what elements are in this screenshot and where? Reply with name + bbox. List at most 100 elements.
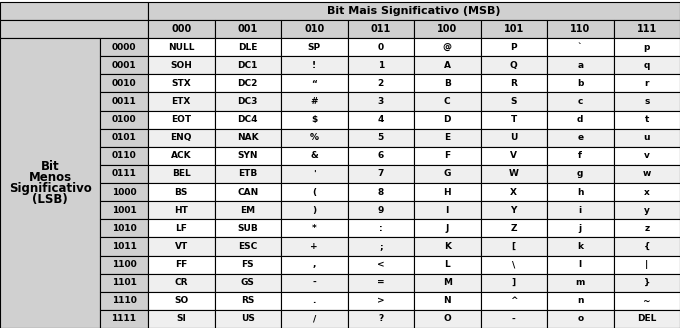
Bar (547, 274, 613, 292)
Text: 0110: 0110 (112, 151, 137, 160)
Bar (281, 38, 347, 56)
Text: V: V (510, 151, 517, 160)
Text: h: h (577, 188, 583, 196)
Bar (347, 292, 414, 310)
Bar (0, 2, 148, 20)
Text: w: w (643, 170, 651, 178)
Bar (347, 129, 414, 147)
Text: t: t (645, 115, 649, 124)
Bar (347, 20, 414, 38)
Bar (347, 74, 414, 92)
Text: 1011: 1011 (112, 242, 137, 251)
Bar (481, 201, 547, 219)
Text: 0: 0 (377, 43, 384, 51)
Text: US: US (241, 315, 255, 323)
Bar (547, 38, 613, 56)
Bar (547, 147, 613, 165)
Text: d: d (577, 115, 583, 124)
Text: C: C (444, 97, 451, 106)
Text: j: j (579, 224, 582, 233)
Bar (281, 256, 347, 274)
Bar (547, 310, 613, 328)
Text: v: v (644, 151, 649, 160)
Text: N: N (443, 296, 451, 305)
Text: Z: Z (511, 224, 517, 233)
Bar (214, 183, 281, 201)
Bar (148, 310, 214, 328)
Text: ,: , (313, 260, 316, 269)
Text: r: r (645, 79, 649, 88)
Bar (481, 111, 547, 129)
Bar (547, 129, 613, 147)
Bar (214, 147, 281, 165)
Text: DC3: DC3 (237, 97, 258, 106)
Bar (481, 256, 547, 274)
Text: S: S (511, 97, 517, 106)
Text: ESC: ESC (238, 242, 257, 251)
Text: P: P (511, 43, 517, 51)
Text: D: D (443, 115, 451, 124)
Text: !: ! (312, 61, 316, 70)
Text: 000: 000 (171, 24, 191, 34)
Text: :: : (379, 224, 383, 233)
Text: 7: 7 (377, 170, 384, 178)
Text: 1: 1 (377, 61, 384, 70)
Bar (481, 165, 547, 183)
Text: &: & (310, 151, 318, 160)
Bar (100, 111, 148, 129)
Bar (214, 38, 281, 56)
Bar (547, 183, 613, 201)
Bar (0, 38, 100, 328)
Text: 1111: 1111 (112, 315, 137, 323)
Bar (347, 237, 414, 256)
Text: 101: 101 (504, 24, 524, 34)
Text: ACK: ACK (171, 151, 192, 160)
Bar (148, 274, 214, 292)
Bar (214, 111, 281, 129)
Bar (547, 165, 613, 183)
Text: ): ) (312, 206, 316, 215)
Text: `: ` (578, 43, 583, 51)
Text: O: O (443, 315, 451, 323)
Bar (613, 111, 680, 129)
Bar (100, 256, 148, 274)
Bar (100, 274, 148, 292)
Bar (214, 219, 281, 237)
Bar (214, 310, 281, 328)
Text: STX: STX (171, 79, 191, 88)
Text: F: F (444, 151, 450, 160)
Text: {: { (643, 242, 650, 251)
Text: 001: 001 (237, 24, 258, 34)
Text: DC2: DC2 (237, 79, 258, 88)
Bar (414, 20, 481, 38)
Text: BS: BS (175, 188, 188, 196)
Bar (613, 92, 680, 111)
Bar (214, 256, 281, 274)
Bar (214, 165, 281, 183)
Text: SI: SI (176, 315, 186, 323)
Bar (148, 292, 214, 310)
Text: 110: 110 (570, 24, 590, 34)
Text: e: e (577, 133, 583, 142)
Bar (547, 201, 613, 219)
Text: Bit: Bit (41, 160, 59, 173)
Bar (414, 147, 481, 165)
Text: 111: 111 (636, 24, 657, 34)
Bar (414, 74, 481, 92)
Bar (613, 274, 680, 292)
Bar (214, 237, 281, 256)
Bar (414, 165, 481, 183)
Text: ]: ] (511, 278, 516, 287)
Text: ETB: ETB (238, 170, 257, 178)
Bar (100, 201, 148, 219)
Text: -: - (512, 315, 515, 323)
Bar (347, 56, 414, 74)
Text: q: q (643, 61, 650, 70)
Bar (414, 292, 481, 310)
Text: B: B (444, 79, 451, 88)
Bar (481, 38, 547, 56)
Bar (214, 20, 281, 38)
Text: Menos: Menos (29, 171, 71, 184)
Bar (547, 20, 613, 38)
Bar (100, 92, 148, 111)
